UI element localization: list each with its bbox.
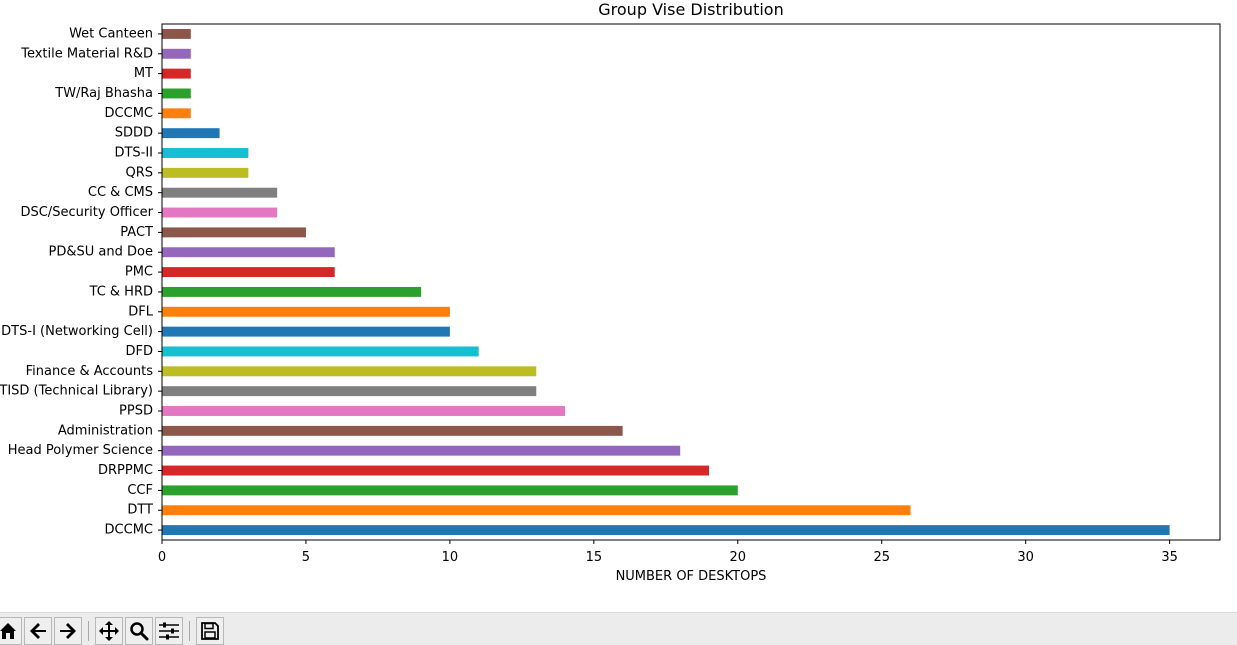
bar — [162, 227, 306, 238]
y-tick-label: DTS-II — [114, 146, 153, 161]
x-tick-label: 20 — [730, 550, 747, 565]
x-tick-label: 0 — [158, 550, 166, 565]
bar — [162, 386, 537, 397]
bar — [162, 68, 191, 79]
bar — [162, 207, 278, 218]
y-tick-label: PPSD — [119, 404, 153, 419]
y-tick-label: Head Polymer Science — [8, 443, 153, 458]
toolbar-separator — [189, 621, 190, 641]
toolbar-separator — [88, 621, 89, 641]
bar — [162, 505, 911, 516]
configure-subplots-button[interactable] — [155, 617, 183, 645]
x-tick-label: 25 — [873, 550, 890, 565]
x-tick-label: 35 — [1161, 550, 1178, 565]
bar — [162, 48, 191, 59]
y-tick-label: PACT — [120, 225, 153, 240]
navigation-toolbar — [0, 612, 1237, 645]
bar — [162, 88, 191, 99]
back-button[interactable] — [24, 617, 52, 645]
save-button[interactable] — [196, 617, 224, 645]
x-tick-label: 30 — [1017, 550, 1034, 565]
bar — [162, 445, 681, 456]
magnifier-icon — [130, 622, 149, 641]
y-tick-label: DSC/Security Officer — [20, 205, 153, 220]
y-tick-label: DCCMC — [105, 523, 153, 538]
bar — [162, 167, 249, 178]
y-tick-label: Wet Canteen — [69, 26, 153, 41]
y-tick-label: DTS-I (Networking Cell) — [1, 324, 153, 339]
bar — [162, 425, 623, 436]
y-tick-label: DFL — [128, 304, 153, 319]
bar — [162, 28, 191, 39]
chart-title: Group Vise Distribution — [598, 0, 783, 19]
bar — [162, 187, 278, 198]
y-tick-label: DCCMC — [105, 106, 153, 121]
bar — [162, 366, 537, 377]
bar — [162, 247, 335, 258]
bar — [162, 465, 709, 476]
forward-button[interactable] — [54, 617, 82, 645]
y-tick-label: MT — [134, 66, 153, 81]
y-tick-label: Finance & Accounts — [26, 364, 154, 379]
y-tick-label: PD&SU and Doe — [49, 245, 153, 260]
y-tick-label: TC & HRD — [89, 284, 153, 299]
move-icon — [99, 621, 119, 641]
home-icon — [0, 623, 16, 639]
y-tick-label: Textile Material R&D — [20, 46, 153, 61]
bar — [162, 267, 335, 278]
y-tick-label: PMC — [125, 265, 153, 280]
y-tick-label: DRPPMC — [98, 463, 153, 478]
zoom-button[interactable] — [125, 617, 153, 645]
y-tick-label: QRS — [125, 165, 153, 180]
bar — [162, 286, 422, 297]
y-tick-label: DTT — [127, 503, 153, 518]
bar — [162, 525, 1170, 536]
y-tick-label: CC & CMS — [88, 185, 153, 200]
bar — [162, 485, 738, 496]
x-axis-label: NUMBER OF DESKTOPS — [616, 569, 767, 584]
sliders-icon — [159, 622, 179, 640]
y-tick-label: SDDD — [115, 126, 153, 141]
y-tick-label: DFD — [126, 344, 154, 359]
y-tick-label: TW/Raj Bhasha — [54, 86, 153, 101]
plot-frame — [161, 23, 1221, 541]
home-button[interactable] — [0, 617, 22, 645]
y-tick-label: Administration — [58, 423, 153, 438]
x-tick-label: 15 — [586, 550, 603, 565]
bar — [162, 346, 479, 357]
bar — [162, 148, 249, 158]
x-tick-label: 5 — [302, 550, 310, 565]
y-tick-label: CCF — [127, 483, 153, 498]
arrow-right-icon — [60, 623, 76, 639]
bar-chart: Group Vise Distribution DCCMC DTT CCF DRPPM… — [0, 0, 1221, 584]
bar — [162, 326, 450, 337]
bar — [162, 108, 191, 119]
floppy-disk-icon — [201, 622, 219, 640]
arrow-left-icon — [30, 623, 46, 639]
chart-figure: Group Vise Distribution DCCMC DTT CCF DRPPM… — [0, 0, 1221, 584]
bar — [162, 128, 220, 139]
bar — [162, 406, 566, 416]
x-tick-label: 10 — [442, 550, 459, 565]
pan-button[interactable] — [95, 617, 123, 645]
bar — [162, 306, 450, 317]
y-tick-label: TISD (Technical Library) — [0, 384, 153, 399]
